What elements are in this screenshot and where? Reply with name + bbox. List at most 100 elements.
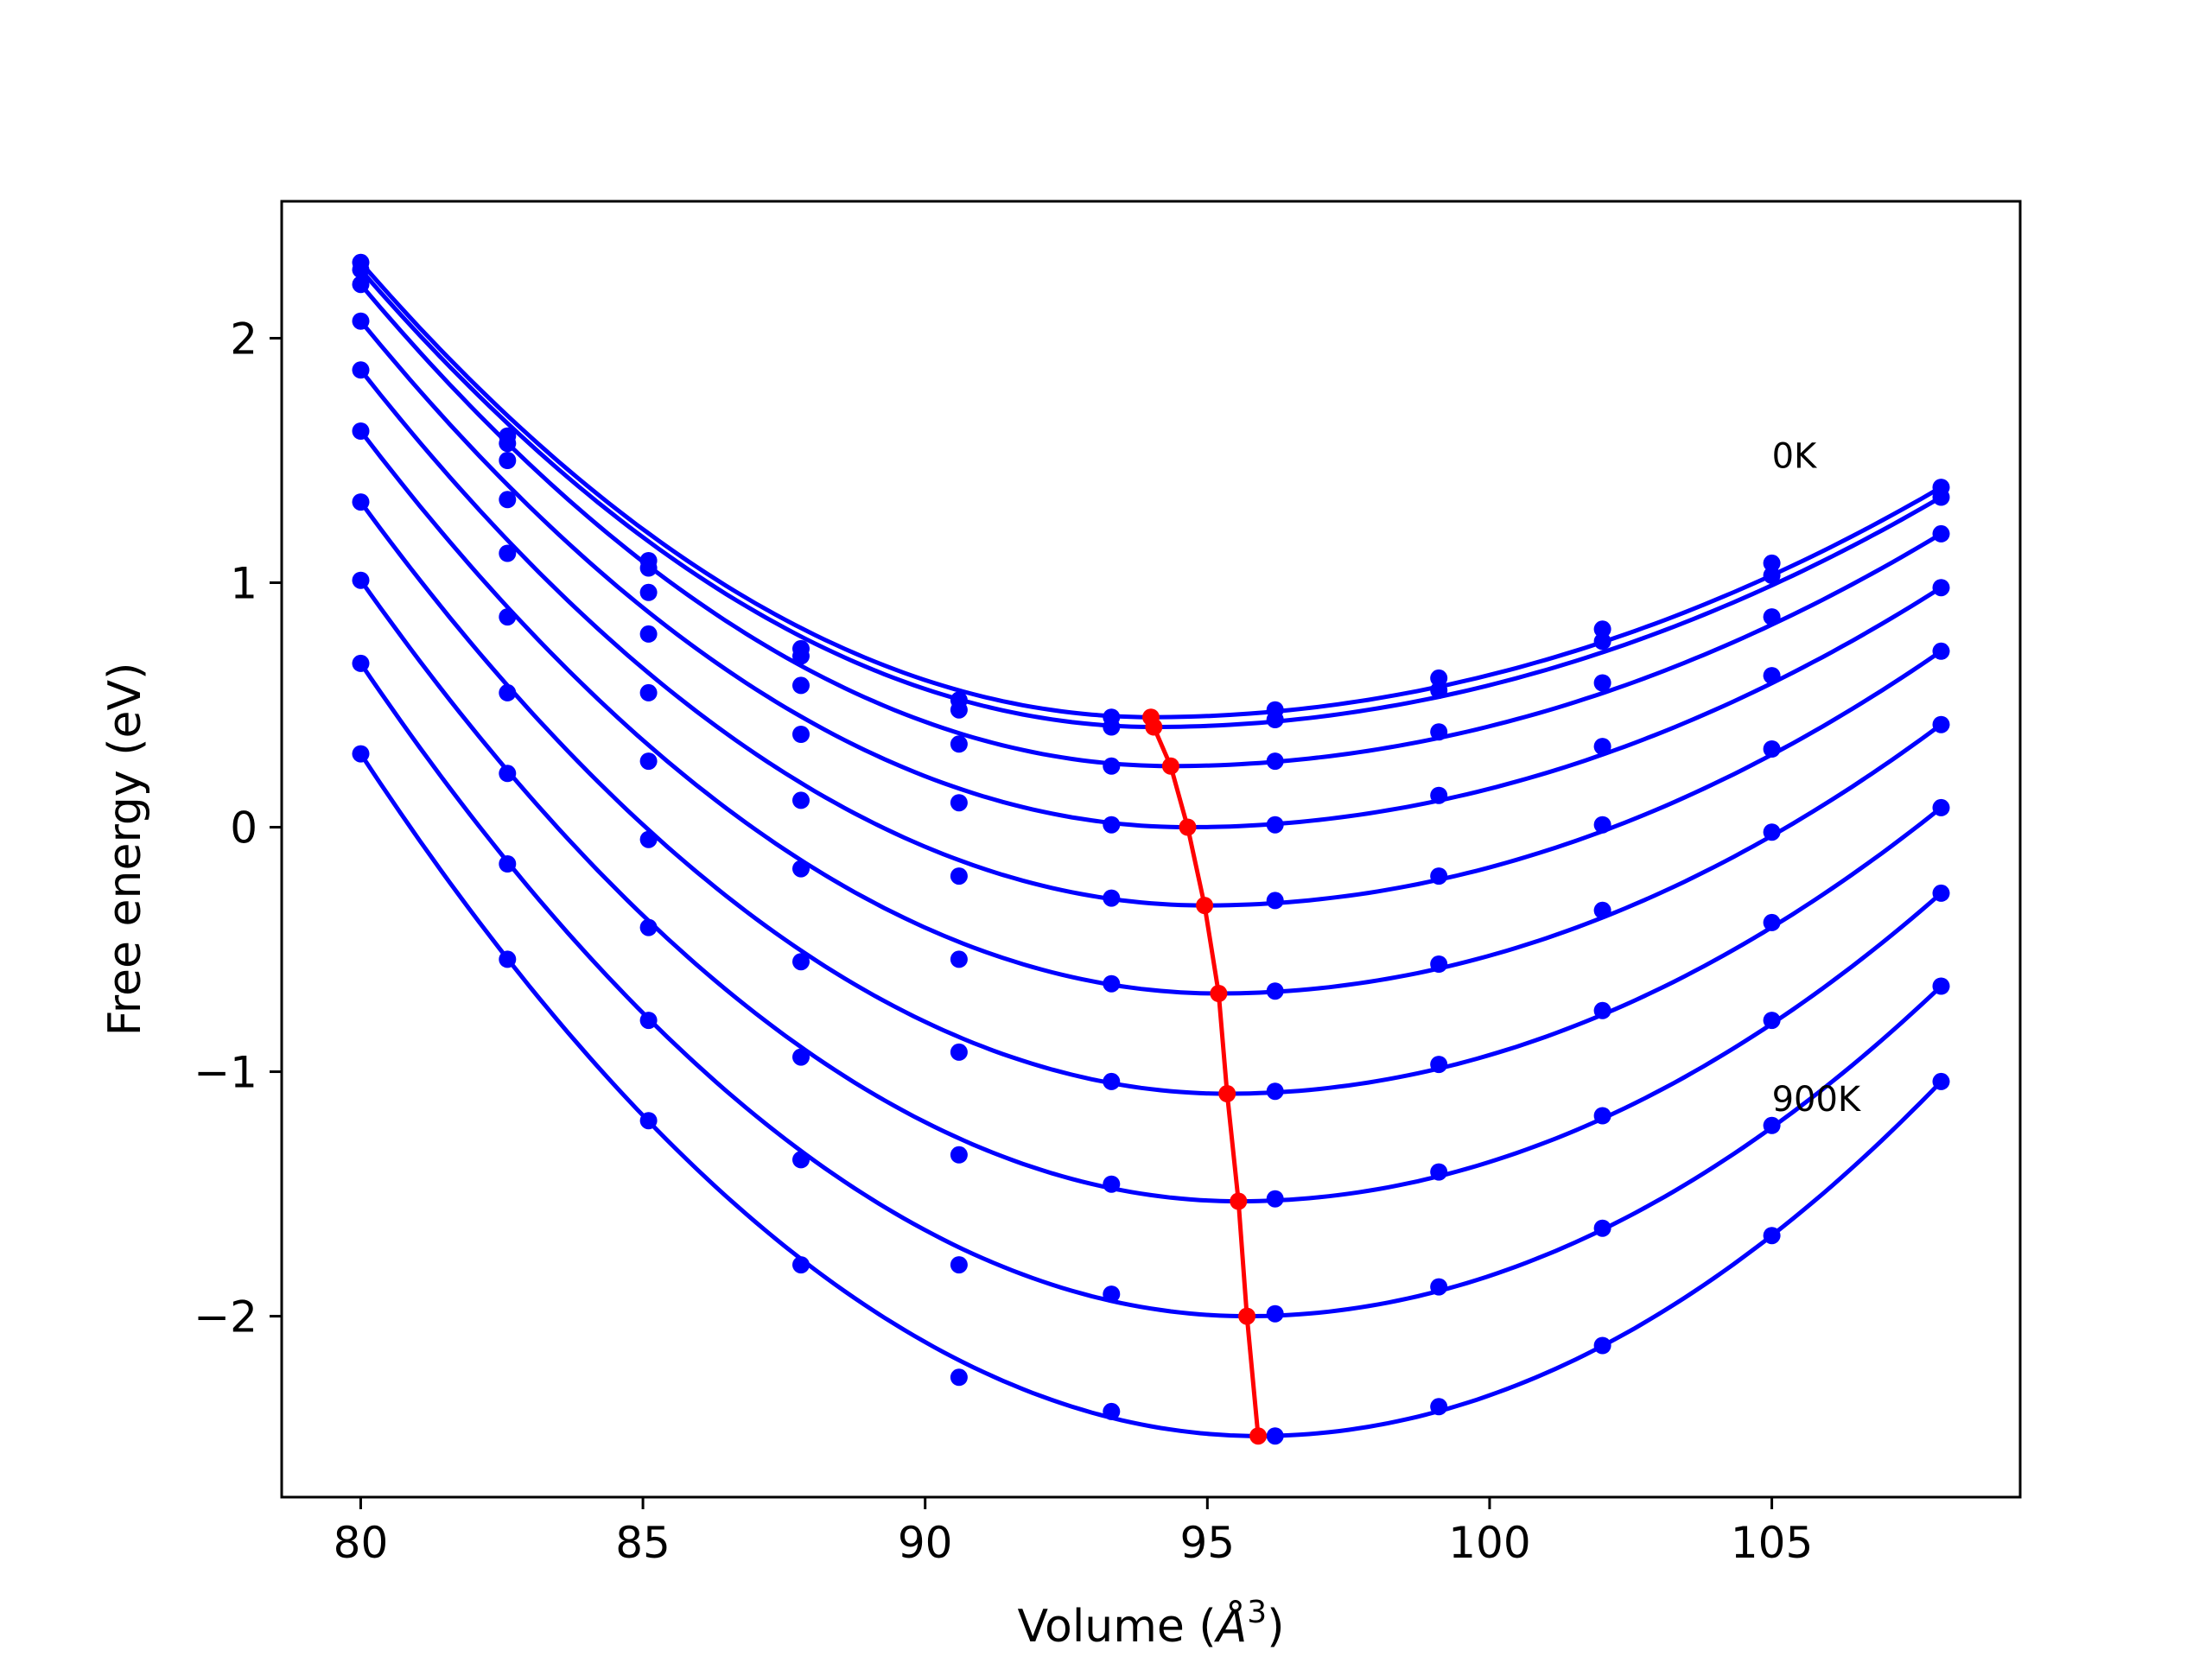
data-point	[352, 654, 370, 672]
data-points	[352, 253, 1950, 1445]
fitted-curve-6	[359, 429, 1942, 996]
data-point	[1593, 620, 1611, 638]
minimum-point	[1210, 985, 1228, 1002]
fitted-curve-10	[359, 752, 1943, 1438]
fitted-curve-3	[359, 282, 1942, 769]
minimum-point	[1230, 1192, 1248, 1210]
data-point	[1103, 1285, 1121, 1304]
data-point	[639, 830, 658, 848]
data-point	[1593, 1107, 1611, 1125]
data-point	[1593, 816, 1611, 834]
fitted-curve-2	[359, 268, 1942, 729]
data-point	[1266, 1427, 1284, 1445]
data-point	[1430, 682, 1448, 699]
data-point	[1103, 1175, 1121, 1193]
data-point	[1103, 1402, 1121, 1420]
data-point	[499, 435, 517, 453]
data-point	[1266, 892, 1284, 910]
minimum-point	[1161, 757, 1179, 775]
data-point	[499, 683, 517, 701]
data-point	[950, 701, 968, 719]
data-point	[1103, 718, 1121, 736]
data-point	[1932, 488, 1950, 506]
x-tick-label: 100	[1448, 1518, 1530, 1568]
data-point	[792, 791, 810, 809]
data-point	[792, 1256, 810, 1274]
axis-ticks: 80 85 90 95 100 105 −2 −1 0 1 2	[194, 314, 1813, 1568]
data-point	[792, 647, 810, 665]
data-point	[950, 1043, 968, 1061]
data-point	[1266, 982, 1284, 1000]
data-point	[352, 422, 370, 440]
y-tick-label: 2	[230, 314, 257, 364]
data-point	[1593, 674, 1611, 692]
data-point	[792, 860, 810, 878]
minimum-line	[1148, 716, 1261, 1437]
data-point	[352, 493, 370, 511]
y-tick-label: −1	[194, 1048, 257, 1098]
data-point	[499, 608, 517, 626]
x-tick-label: 95	[1180, 1518, 1236, 1568]
data-point	[950, 1256, 968, 1274]
minimum-point	[1238, 1307, 1256, 1325]
fitted-curve-8	[359, 579, 1943, 1203]
data-point	[1430, 1278, 1448, 1296]
data-point	[1103, 889, 1121, 907]
minimum-point	[1218, 1085, 1236, 1102]
data-point	[1593, 632, 1611, 651]
annotations: 0K 900K	[1772, 436, 1862, 1119]
fitted-curve-9	[359, 662, 1943, 1319]
data-point	[950, 950, 968, 968]
data-point	[1763, 608, 1781, 626]
data-point	[1763, 823, 1781, 841]
data-point	[639, 559, 658, 577]
y-tick-label: 1	[230, 559, 257, 609]
data-point	[639, 918, 658, 936]
data-point	[352, 276, 370, 294]
data-point	[1763, 1012, 1781, 1030]
fitted-curve-1	[359, 261, 1942, 720]
x-axis-label: Volume (Å3)	[1018, 1595, 1285, 1653]
data-point	[1932, 524, 1950, 543]
data-point	[1266, 1082, 1284, 1101]
data-point	[1932, 1072, 1950, 1090]
data-point	[1593, 1001, 1611, 1019]
data-point	[1430, 723, 1448, 741]
data-point	[792, 1048, 810, 1066]
data-point	[1430, 786, 1448, 804]
data-point	[1593, 1219, 1611, 1237]
data-point	[1763, 667, 1781, 685]
data-point	[499, 491, 517, 509]
x-tick-label: 90	[898, 1518, 953, 1568]
data-point	[352, 745, 370, 763]
data-point	[499, 855, 517, 873]
data-point	[1763, 1227, 1781, 1245]
data-point	[352, 361, 370, 379]
data-point	[1763, 913, 1781, 931]
data-point	[792, 1151, 810, 1169]
data-point	[639, 583, 658, 601]
data-point	[1932, 798, 1950, 816]
data-point	[1763, 740, 1781, 758]
minimum-point	[1145, 718, 1163, 736]
data-point	[639, 1112, 658, 1130]
data-point	[1932, 715, 1950, 733]
x-tick-label: 105	[1731, 1518, 1813, 1568]
data-point	[1430, 669, 1448, 687]
minimum-line-group	[1142, 708, 1268, 1445]
data-point	[352, 571, 370, 589]
data-point	[1932, 642, 1950, 660]
data-point	[499, 452, 517, 469]
data-point	[950, 794, 968, 812]
y-tick-label: −2	[194, 1292, 257, 1342]
data-point	[1932, 884, 1950, 902]
data-point	[950, 1368, 968, 1387]
data-point	[1430, 955, 1448, 973]
data-point	[352, 312, 370, 330]
curve-annotation: 900K	[1772, 1080, 1862, 1120]
minimum-point	[1179, 818, 1197, 836]
data-point	[1430, 1163, 1448, 1181]
data-point	[639, 752, 658, 771]
